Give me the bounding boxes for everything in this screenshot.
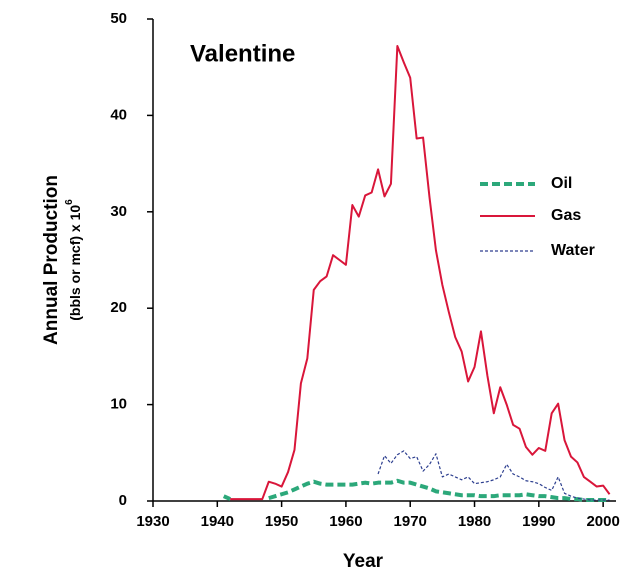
line-series	[222, 478, 610, 503]
y-axis-sublabel-text: (bbls or mcf) x 10	[67, 205, 83, 321]
x-tick-label: 1970	[394, 513, 427, 530]
y-tick-label: 40	[110, 106, 127, 123]
y-axis-label: Annual Production	[41, 175, 62, 345]
x-tick-label: 1930	[136, 513, 169, 530]
y-tick-label: 20	[110, 299, 127, 316]
legend-label: Water	[551, 242, 595, 259]
x-tick-label: 1990	[522, 513, 555, 530]
y-axis-sublabel-exponent: 6	[64, 199, 75, 205]
y-tick-label: 0	[119, 492, 127, 509]
line-series	[377, 450, 610, 501]
x-tick-label: 2000	[586, 513, 619, 530]
x-tick-label: 1940	[201, 513, 234, 530]
x-tick-label: 1950	[265, 513, 298, 530]
x-tick-label: 1960	[329, 513, 362, 530]
x-axis-label: Year	[343, 551, 384, 572]
y-tick-label: 10	[110, 396, 127, 413]
legend-label: Gas	[551, 207, 581, 224]
chart-title: Valentine	[190, 40, 295, 67]
y-axis-sublabel: (bbls or mcf) x 106	[64, 199, 83, 321]
y-tick-label: 30	[110, 203, 127, 220]
line-series	[230, 44, 611, 501]
x-tick-label: 1980	[458, 513, 491, 530]
legend-label: Oil	[551, 175, 572, 192]
y-tick-label: 50	[110, 10, 127, 27]
